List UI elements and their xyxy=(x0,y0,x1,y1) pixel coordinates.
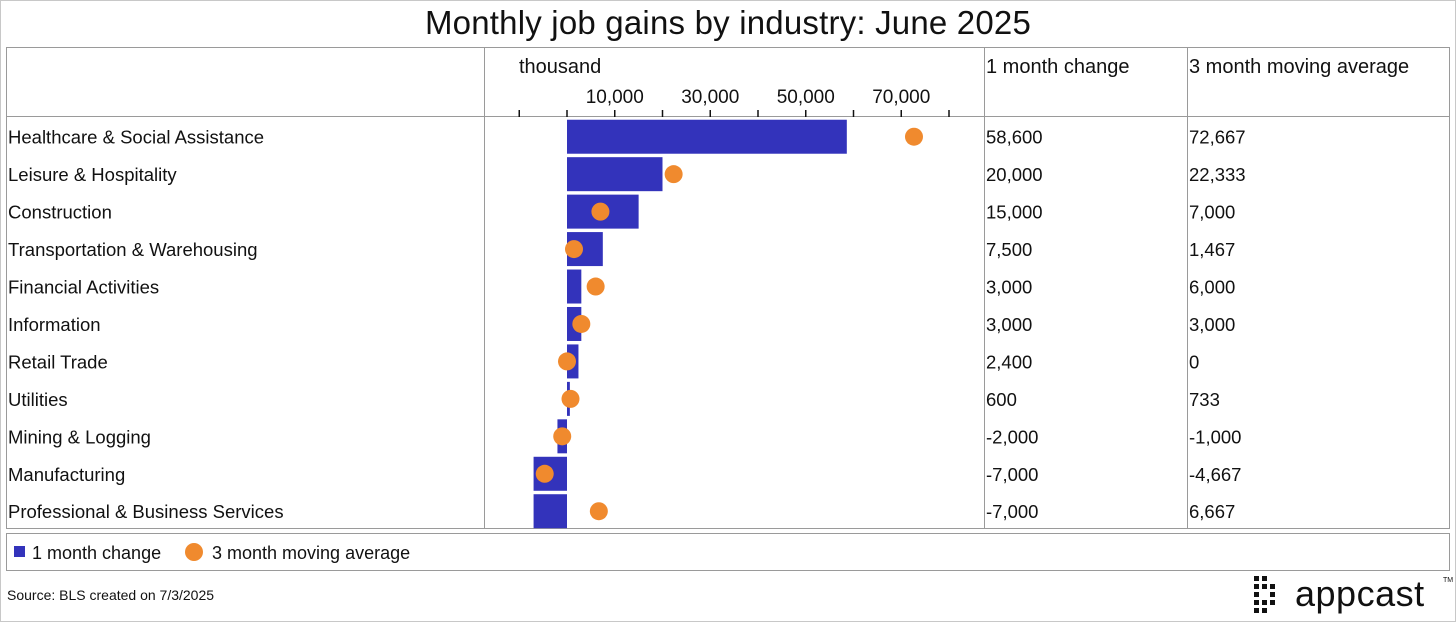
moving-average-dot xyxy=(558,352,576,371)
x-tick-label: 50,000 xyxy=(777,87,835,108)
legend-bar-label: 1 month change xyxy=(32,543,161,563)
category-label: Professional & Business Services xyxy=(8,501,284,522)
x-tick-label: 70,000 xyxy=(872,87,930,108)
brand-name: appcast xyxy=(1295,573,1425,614)
moving-average-dot xyxy=(586,277,605,296)
category-labels: Healthcare & Social Assistance Leisure & … xyxy=(8,127,284,522)
moving-average-dot xyxy=(904,127,923,146)
category-label: Manufacturing xyxy=(8,464,125,485)
moving-average-value: 72,667 xyxy=(1189,127,1246,148)
trademark-mark: TM xyxy=(1443,577,1454,584)
moving-average-dot xyxy=(591,202,610,221)
one-month-change-value: -7,000 xyxy=(986,501,1038,522)
one-month-change-value: 600 xyxy=(986,389,1017,410)
one-month-change-value: -2,000 xyxy=(986,426,1038,447)
x-tick-label: 10,000 xyxy=(586,87,644,108)
legend-dot-label: 3 month moving average xyxy=(212,543,410,563)
moving-average-value: 733 xyxy=(1189,389,1220,410)
appcast-grid-icon xyxy=(1254,576,1275,613)
col1-values: 58,600 20,000 15,000 7,500 3,000 3,000 2,400 60… xyxy=(986,127,1043,522)
bar xyxy=(567,157,663,192)
moving-average-dot xyxy=(561,389,580,408)
moving-average-value: 0 xyxy=(1189,351,1199,372)
moving-average-dot xyxy=(553,427,572,446)
moving-average-dot xyxy=(565,240,584,259)
bar xyxy=(567,269,582,304)
moving-average-value: 6,667 xyxy=(1189,501,1235,522)
brand-logo: appcast TM xyxy=(1253,573,1453,617)
moving-average-dot xyxy=(535,464,554,483)
moving-average-value: -1,000 xyxy=(1189,426,1241,447)
legend-dot-swatch xyxy=(185,543,203,561)
one-month-change-value: 3,000 xyxy=(986,277,1032,298)
moving-average-value: 6,000 xyxy=(1189,277,1235,298)
legend-frame xyxy=(6,533,1450,571)
one-month-change-value: 2,400 xyxy=(986,351,1032,372)
one-month-change-value: 20,000 xyxy=(986,164,1043,185)
col2-values: 72,667 22,333 7,000 1,467 6,000 3,000 0 733 -1,0… xyxy=(1189,127,1246,522)
col1-header: 1 month change xyxy=(986,56,1129,78)
bar xyxy=(533,494,567,529)
dots-series xyxy=(535,127,923,521)
category-label: Financial Activities xyxy=(8,277,159,298)
moving-average-value: 3,000 xyxy=(1189,314,1235,335)
x-tick-label: 30,000 xyxy=(681,87,739,108)
moving-average-value: 22,333 xyxy=(1189,164,1246,185)
category-label: Mining & Logging xyxy=(8,426,151,447)
category-label: Utilities xyxy=(8,389,68,410)
category-label: Retail Trade xyxy=(8,351,108,372)
chart-title: Monthly job gains by industry: June 2025 xyxy=(424,4,1032,41)
source-note: Source: BLS created on 7/3/2025 xyxy=(7,587,215,603)
moving-average-dot xyxy=(589,502,608,521)
category-label: Transportation & Warehousing xyxy=(8,239,258,260)
one-month-change-value: 3,000 xyxy=(986,314,1032,335)
bar xyxy=(567,119,847,154)
one-month-change-value: -7,000 xyxy=(986,464,1038,485)
category-label: Leisure & Hospitality xyxy=(8,164,177,185)
moving-average-dot xyxy=(572,314,591,333)
category-label: Construction xyxy=(8,202,112,223)
moving-average-value: 1,467 xyxy=(1189,239,1235,260)
one-month-change-value: 58,600 xyxy=(986,127,1043,148)
col2-header: 3 month moving average xyxy=(1189,56,1409,78)
one-month-change-value: 7,500 xyxy=(986,239,1032,260)
category-label: Healthcare & Social Assistance xyxy=(8,127,264,148)
moving-average-value: 7,000 xyxy=(1189,202,1235,223)
one-month-change-value: 15,000 xyxy=(986,202,1043,223)
x-axis: 10,000 30,000 50,000 70,000 xyxy=(518,87,950,117)
moving-average-dot xyxy=(664,165,683,184)
category-label: Information xyxy=(8,314,101,335)
legend-bar-swatch xyxy=(14,546,25,557)
table-frame xyxy=(6,47,1450,529)
moving-average-value: -4,667 xyxy=(1189,464,1241,485)
unit-label: thousand xyxy=(519,56,601,78)
